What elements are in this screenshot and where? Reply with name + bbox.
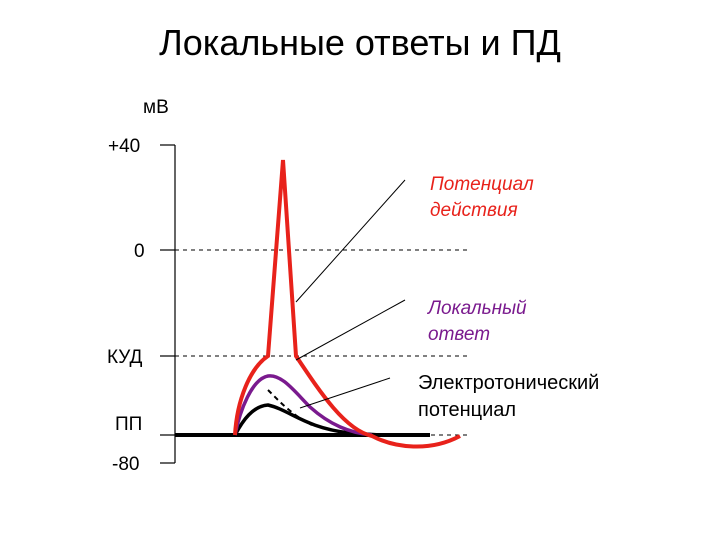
local-response-dashed <box>267 389 313 426</box>
ap-label-line2: действия <box>430 200 518 221</box>
tick-label-plus40: +40 <box>108 136 140 157</box>
page-title: Локальные ответы и ПД <box>159 22 561 63</box>
electrotonic-pointer-line <box>299 377 391 409</box>
ap-label-line1: Потенциал <box>430 174 534 195</box>
local-pointer-line <box>295 299 406 361</box>
tick-label-minus80: -80 <box>112 454 139 475</box>
tick-label-pp: ПП <box>115 414 142 435</box>
local-response-curve <box>233 374 373 437</box>
local-label-line1: Локальный <box>426 298 527 319</box>
ap-pointer-line <box>295 179 406 303</box>
tick-label-zero: 0 <box>134 241 145 262</box>
electrotonic-label-line1: Электротонический <box>418 372 599 394</box>
action-potential-curve <box>233 159 461 449</box>
tick-label-kud: КУД <box>107 347 142 368</box>
electrotonic-curve <box>233 403 381 437</box>
local-label-line2: ответ <box>428 324 490 345</box>
unit-label: мВ <box>143 97 169 118</box>
electrotonic-label-line2: потенциал <box>418 399 516 421</box>
